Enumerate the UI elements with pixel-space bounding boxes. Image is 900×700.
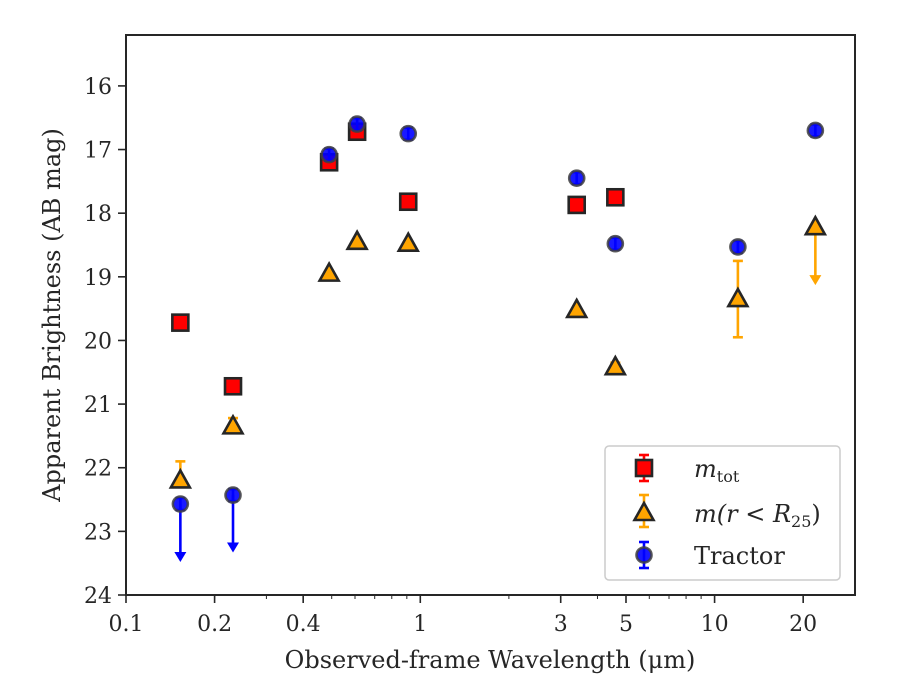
data-point-circle bbox=[224, 486, 242, 504]
y-tick-label: 18 bbox=[84, 202, 112, 227]
data-point-triangle bbox=[345, 229, 369, 251]
data-point-square bbox=[171, 313, 190, 332]
data-point-triangle bbox=[221, 413, 245, 435]
data-point-circle bbox=[171, 495, 190, 513]
x-tick-label: 1 bbox=[413, 612, 427, 637]
x-tick-label: 10 bbox=[701, 612, 729, 637]
y-tick-label: 20 bbox=[84, 329, 112, 354]
upper-limit-arrow-head bbox=[174, 552, 187, 562]
data-point-triangle bbox=[396, 231, 420, 253]
data-point-circle bbox=[606, 234, 625, 253]
legend-marker-triangle bbox=[632, 500, 656, 522]
data-point-circle bbox=[320, 145, 338, 164]
y-tick-label: 23 bbox=[84, 520, 112, 545]
data-point-square bbox=[567, 195, 587, 215]
data-point-square bbox=[398, 192, 418, 212]
series-circle bbox=[171, 115, 825, 562]
plot-frame bbox=[125, 34, 856, 596]
x-tick-label: 0.1 bbox=[109, 612, 144, 637]
x-tick-label: 3 bbox=[554, 612, 568, 637]
series-triangle bbox=[168, 214, 828, 489]
legend-label-mr25: m(r < R25) bbox=[694, 500, 821, 531]
x-axis: 0.1 0.2 0.4 1 3 5 10 20 bbox=[109, 595, 817, 637]
data-point-circle bbox=[729, 238, 747, 256]
data-point-circle bbox=[806, 121, 825, 140]
data-point-triangle bbox=[317, 260, 341, 282]
legend-label-mtot: mtot bbox=[694, 455, 740, 486]
data-point-square bbox=[223, 376, 243, 396]
data-point-triangle bbox=[168, 467, 193, 489]
upper-limit-arrow-head bbox=[809, 275, 822, 286]
legend-marker-circle bbox=[635, 546, 653, 564]
y-tick-label: 21 bbox=[84, 393, 112, 418]
data-point-triangle bbox=[726, 286, 750, 308]
data-point-circle bbox=[567, 169, 586, 187]
y-tick-label: 19 bbox=[84, 266, 112, 291]
y-axis: 16 17 18 19 20 21 22 23 24 bbox=[84, 75, 126, 609]
data-point-square bbox=[606, 187, 625, 207]
plot-layer bbox=[168, 115, 828, 562]
legend: mtot m(r < R25) Tractor bbox=[604, 445, 841, 581]
legend-box bbox=[604, 445, 841, 581]
y-axis-title: Apparent Brightness (AB mag) bbox=[38, 128, 66, 503]
upper-limit-arrow-head bbox=[227, 542, 240, 553]
x-tick-label: 0.2 bbox=[197, 612, 232, 637]
y-tick-label: 24 bbox=[84, 584, 112, 609]
legend-marker-square bbox=[634, 458, 654, 478]
x-tick-label: 5 bbox=[619, 612, 633, 637]
x-tick-label: 0.4 bbox=[286, 612, 321, 637]
legend-label-tractor: Tractor bbox=[694, 542, 785, 570]
data-point-circle bbox=[348, 115, 366, 133]
x-axis-title: Observed-frame Wavelength (μm) bbox=[285, 646, 696, 674]
x-tick-label: 20 bbox=[789, 612, 817, 637]
data-point-triangle bbox=[603, 354, 628, 376]
data-point-triangle bbox=[803, 214, 828, 236]
y-tick-label: 17 bbox=[84, 139, 112, 164]
y-tick-label: 22 bbox=[84, 457, 112, 482]
data-point-triangle bbox=[564, 297, 589, 319]
y-tick-label: 16 bbox=[84, 75, 112, 100]
data-point-circle bbox=[399, 124, 418, 143]
